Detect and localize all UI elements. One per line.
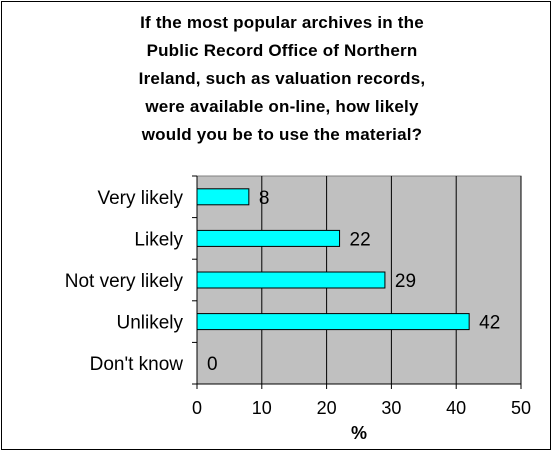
labels: 0 10 20 30 40 50 Very likely 8 Likely 22 Not very … xyxy=(65,188,531,418)
bars xyxy=(196,188,470,331)
chart-title-line: would you be to use the material? xyxy=(141,125,423,144)
bar xyxy=(196,188,250,206)
x-tick-label: 40 xyxy=(446,398,466,418)
data-label: 0 xyxy=(207,354,218,375)
category-label: Very likely xyxy=(97,188,183,209)
bar xyxy=(196,313,470,331)
chart-title-line: If the most popular archives in the xyxy=(140,13,424,32)
category-label: Likely xyxy=(134,229,183,250)
data-label: 29 xyxy=(395,271,416,292)
bar xyxy=(196,271,386,289)
category-label: Unlikely xyxy=(116,313,183,334)
x-tick-label: 10 xyxy=(252,398,272,418)
category-label: Don't know xyxy=(90,354,184,375)
bar xyxy=(196,229,341,247)
chart-title: If the most popular archives in the Publ… xyxy=(70,9,494,149)
x-tick-label: 20 xyxy=(317,398,337,418)
data-label: 8 xyxy=(259,188,270,209)
axes xyxy=(192,175,522,389)
chart-title-line: Ireland, such as valuation records, xyxy=(138,69,426,88)
x-axis-label: % xyxy=(351,423,367,443)
x-tick-label: 0 xyxy=(192,398,202,418)
category-label: Not very likely xyxy=(65,271,184,292)
chart-title-line: Public Record Office of Northern xyxy=(146,41,418,60)
x-tick-label: 30 xyxy=(381,398,401,418)
data-label: 22 xyxy=(350,229,371,250)
chart-title-line: were available on-line, how likely xyxy=(145,97,419,116)
data-label: 42 xyxy=(479,313,500,334)
x-tick-label: 50 xyxy=(511,398,531,418)
